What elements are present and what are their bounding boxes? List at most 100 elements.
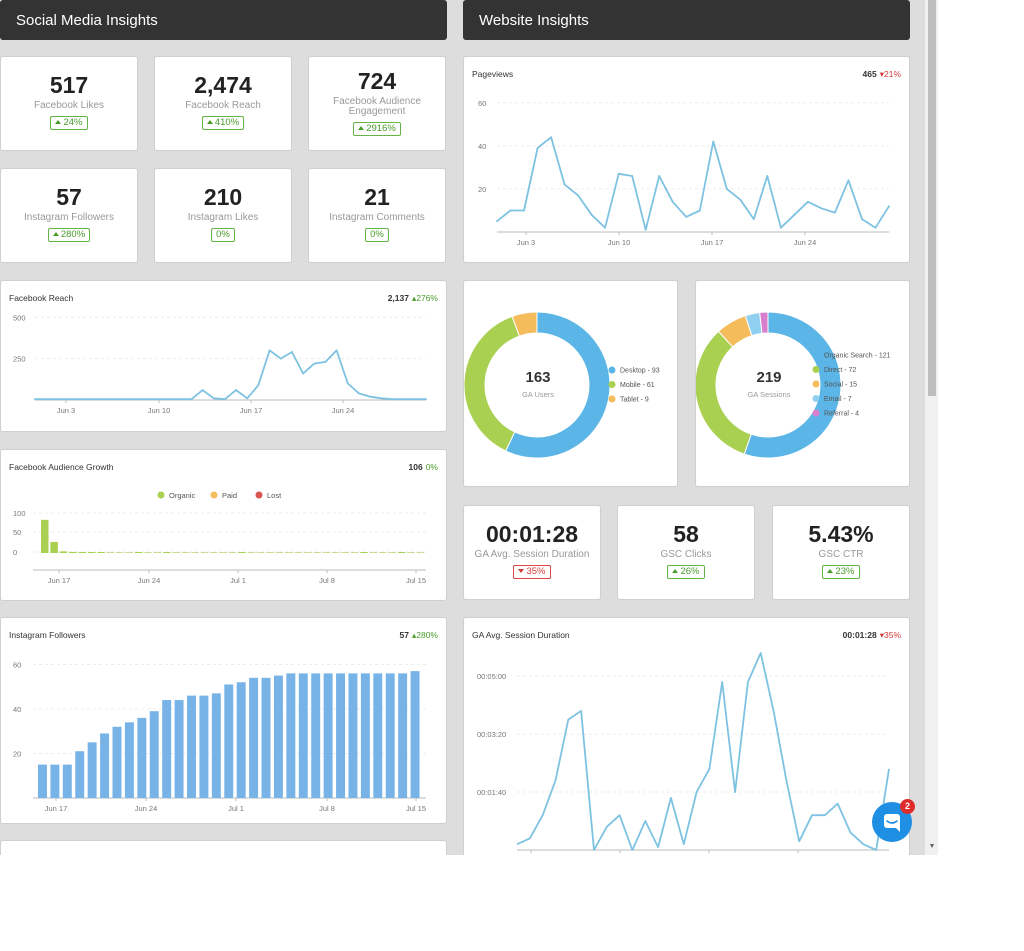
social-section-header: Social Media Insights [0,0,447,40]
x-tick-label: Jun 3 [517,238,535,247]
follower-bar [38,764,47,798]
kpi-facebook-engagement[interactable]: 724 Facebook Audience Engagement 2916% [308,56,446,151]
kpi-instagram-followers[interactable]: 57 Instagram Followers 280% [0,168,138,263]
data-point [847,179,850,182]
chart-title: GA Avg. Session Duration [472,630,570,640]
data-point [101,398,103,401]
organic-bar [313,552,321,553]
chart-title: Facebook Audience Growth [9,462,114,472]
website-section-header: Website Insights [463,0,910,40]
legend-label: Direct - 72 [824,367,856,374]
organic-bar [116,552,124,553]
ga-sessions-card[interactable]: Organic Search - 121 Direct - 72 Social - … [695,280,910,487]
pageviews-card[interactable]: Pageviews 465 ▾21% 20 40 60 Jun 3 Jun 10 Jun 1… [463,56,910,263]
organic-bar [125,552,134,553]
kpi-label: Instagram Followers [23,212,115,223]
organic-bar [275,552,284,553]
website-section-title: Website Insights [479,12,589,29]
organic-bar [69,551,77,553]
follower-bar [360,673,370,798]
data-point [698,209,701,212]
data-point [380,397,383,400]
organic-bar [350,552,359,553]
organic-bar [210,552,218,553]
data-point [168,398,170,401]
legend-swatch [812,351,820,359]
kpi-gsc-clicks[interactable]: 58 GSC Clicks 26% [617,505,755,600]
data-point [861,218,863,220]
follower-bar [199,695,209,798]
chart-title: Pageviews [472,69,514,79]
organic-bar [379,552,387,553]
x-tick-label: Jun 24 [794,238,817,247]
data-point [793,213,796,216]
social-section-title: Social Media Insights [16,12,158,29]
change-value: 24% [63,117,83,128]
x-tick-label: Jul 8 [319,576,335,585]
metric-value: 465 [862,69,877,79]
organic-bar [172,552,180,553]
kpi-instagram-comments[interactable]: 21 Instagram Comments 0% [308,168,446,263]
kpi-value: 517 [49,72,89,98]
organic-bar [341,552,349,553]
donut-center-label: GA Sessions [747,390,791,399]
organic-bar [181,552,190,553]
organic-bar [266,552,274,553]
up-arrow-icon [672,569,679,573]
donut-slice [743,311,842,459]
organic-bar [144,552,152,553]
donut-slice [759,311,769,334]
data-point [268,349,271,352]
kpi-value: 210 [203,184,243,210]
facebook-reach-card[interactable]: Facebook Reach 2,137 ▴276% 250 500 Jun 3 Jun… [0,280,447,432]
chart-title: Instagram Followers [9,630,86,640]
organic-bar [191,552,199,553]
kpi-ga-session-duration[interactable]: 00:01:28 GA Avg. Session Duration 35% [463,505,601,600]
kpi-gsc-ctr[interactable]: 5.43% GSC CTR 23% [772,505,910,600]
x-tick-label: Jun 3 [57,406,75,415]
follower-bar [224,684,234,798]
legend-label: Desktop - 93 [620,368,660,375]
data-point [671,200,674,203]
y-tick-label: 20 [13,749,21,758]
scrollbar-thumb[interactable] [928,0,936,396]
organic-bar [407,552,415,553]
data-point [820,207,823,210]
kpi-instagram-likes[interactable]: 210 Instagram Likes 0% [154,168,292,263]
kpi-facebook-reach[interactable]: 2,474 Facebook Reach 410% [154,56,292,151]
data-point [658,175,661,177]
data-point [725,188,728,190]
organic-bar [397,552,406,553]
x-tick-label: Jun 24 [332,406,355,415]
data-point [779,226,782,229]
data-point [752,218,755,220]
kpi-label: GA Avg. Session Duration [474,549,590,560]
legend-swatch [210,491,218,499]
facebook-audience-growth-card[interactable]: Facebook Audience Growth 106 0% Organic Pa… [0,449,447,601]
data-point [604,226,607,229]
legend-swatch [157,491,165,499]
kpi-facebook-likes[interactable]: 517 Facebook Likes 24% [0,56,138,151]
up-arrow-icon [827,569,834,573]
x-tick-label: Jun 17 [240,406,263,415]
data-point [806,200,809,203]
organic-bar [87,552,96,553]
metric-change: ▴276% [411,293,438,303]
down-arrow-icon [518,569,525,573]
instagram-followers-chart: 20 40 60 Jun 17 Jun 24 Jul 1 Jul 8 Jul 15 [13,660,426,813]
metric-value: 57 [399,630,409,640]
series-line [496,136,890,231]
data-point [425,398,427,401]
data-point [712,140,715,143]
series-line [516,652,890,851]
follower-bar [398,673,408,798]
instagram-followers-card[interactable]: Instagram Followers 57 ▴280% 20 40 60 Jun 17… [0,617,447,824]
follower-bar [249,677,259,798]
scroll-down-arrow-icon[interactable]: ▼ [928,843,936,850]
data-point [45,398,48,401]
follower-bar [311,673,321,798]
y-tick-label: 500 [13,313,26,322]
ga-users-card[interactable]: Desktop - 93 Mobile - 61 Tablet - 9 163 GA… [463,280,678,487]
ga-session-duration-card[interactable]: GA Avg. Session Duration 00:01:28 ▾35% 00… [463,617,910,855]
donut-center-value: 163 [525,369,551,386]
